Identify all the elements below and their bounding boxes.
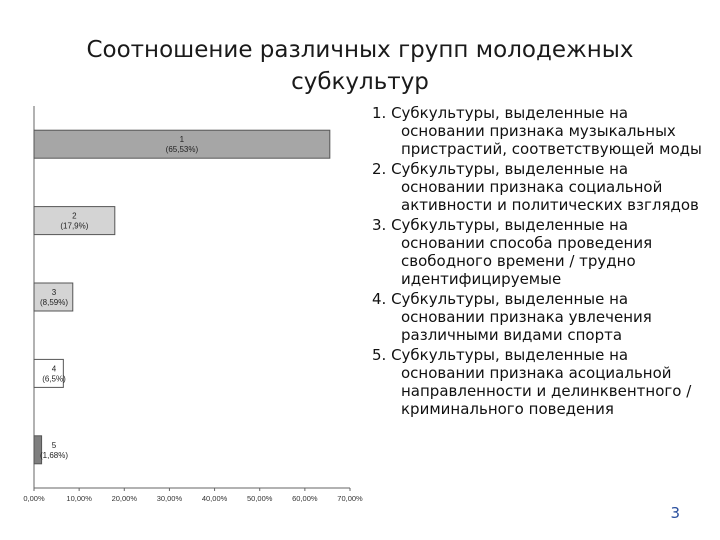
bar-category-label: 4	[52, 364, 57, 373]
bar-value-label: (1,68%)	[40, 451, 68, 460]
bar-5	[33, 435, 43, 465]
x-tick-label: 50,00%	[247, 494, 273, 503]
x-tick-label: 0,00%	[23, 494, 45, 503]
bar-category-label: 3	[52, 288, 57, 297]
legend-item-2: 2. Субкультуры, выделенные на основании …	[372, 160, 699, 214]
bar-1	[33, 129, 331, 159]
bar-2	[33, 206, 116, 236]
slide-title-line-1: Соотношение различных групп молодежных	[86, 37, 634, 63]
bar-category-label: 5	[52, 441, 57, 450]
legend-item-1: 1. Субкультуры, выделенные на основании …	[372, 104, 702, 158]
legend-item-3: 3. Субкультуры, выделенные на основании …	[372, 216, 653, 288]
bar-chart-svg: 0,00% 10,00% 20,00% 30,00% 40,00% 50,00% 60,00…	[23, 106, 363, 503]
slide-title-line-2: субкультур	[291, 69, 429, 95]
bar-value-label: (65,53%)	[166, 145, 199, 154]
bar-chart: 0,00% 10,00% 20,00% 30,00% 40,00% 50,00% 60,00…	[20, 100, 365, 510]
bar-value-label: (8,59%)	[40, 298, 68, 307]
x-tick-label: 20,00%	[112, 494, 138, 503]
x-tick-label: 70,00%	[337, 494, 363, 503]
x-tick-label: 40,00%	[202, 494, 228, 503]
bar-category-label: 2	[72, 212, 77, 221]
x-tick-label: 30,00%	[157, 494, 183, 503]
bar-value-label: (17,9%)	[60, 222, 88, 231]
x-tick-label: 10,00%	[66, 494, 92, 503]
legend-item-5: 5. Субкультуры, выделенные на основании …	[372, 346, 692, 418]
bar-category-label: 1	[180, 135, 185, 144]
legend-list: 1. Субкультуры, выделенные на основании …	[372, 104, 702, 420]
x-tick-label: 60,00%	[292, 494, 318, 503]
bar-value-label: (6,5%)	[42, 374, 66, 383]
bar-3	[33, 282, 74, 312]
page-number: 3	[670, 504, 680, 522]
slide-title: Соотношение различных групп молодежных с…	[60, 34, 660, 98]
bar-4	[33, 358, 64, 388]
legend-item-4: 4. Субкультуры, выделенные на основании …	[372, 290, 652, 344]
